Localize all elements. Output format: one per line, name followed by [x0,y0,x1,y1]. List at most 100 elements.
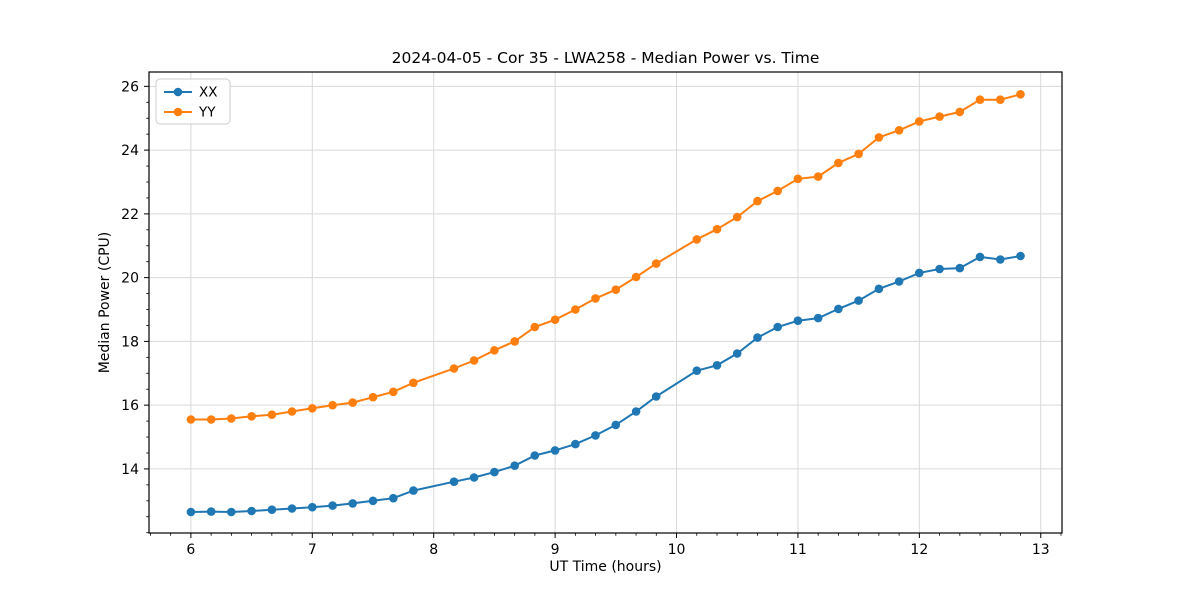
series-XX-point [247,506,256,516]
x-tick-label: 13 [1032,542,1050,558]
series-XX-point [955,263,965,273]
series-XX-point [591,431,600,440]
chart-title: 2024-04-05 - Cor 35 - LWA258 - Median Po… [392,49,820,67]
series-YY-point [854,149,863,159]
series-YY-line [190,93,1021,421]
series-XX-point [287,504,297,513]
series-YY-point [449,364,459,373]
series-XX-point [490,467,499,477]
y-tick-label: 26 [121,79,139,95]
series-XX-point [550,446,560,455]
series-YY-point [773,186,782,196]
y-tick-label: 24 [121,143,139,159]
series-XX-point [915,268,924,278]
series-XX-point [186,507,196,517]
series-YY-point [490,346,499,355]
legend-box [155,78,231,125]
series-YY-point [469,356,479,365]
series-YY-point [712,224,722,234]
series-YY-point [732,212,742,222]
series-XX-point [328,501,337,510]
series-YY-point [530,322,540,332]
series-YY-point [348,398,358,407]
series-XX-point [874,284,884,294]
series-YY-point [591,294,600,303]
series-XX-point [996,255,1005,264]
series-YY-point [631,272,641,282]
x-tick-label: 11 [789,542,807,558]
y-tick-label: 18 [121,334,139,350]
series-XX-point [449,477,459,487]
series-YY-point [409,378,418,388]
legend-label-XX: XX [199,85,218,101]
series-XX-point [854,296,863,305]
series-XX-point [348,499,358,508]
series-YY-point [550,315,560,325]
x-tick-label: 7 [308,542,317,558]
x-tick-label: 8 [429,542,438,558]
plot-spines [148,71,1063,534]
series-YY-point [834,158,843,168]
series-XX-point [935,264,944,274]
series-YY-point [996,95,1005,104]
series-YY-point [287,407,297,416]
series-XX-point [753,333,762,342]
series-YY-point [874,133,884,142]
series-XX-point [267,505,277,514]
y-tick-label: 14 [121,462,139,478]
series-XX-point [692,366,702,376]
x-axis-label: UT Time (hours) [549,559,661,575]
series-XX-point [227,507,236,517]
series-YY-point [267,410,277,420]
series-YY-point [227,414,236,423]
series-XX-point [530,451,540,460]
series-YY-point [813,172,823,181]
series-XX-point [469,473,479,482]
y-tick-label: 16 [121,398,139,414]
y-tick-label: 22 [121,207,139,223]
legend-marker-YY [173,107,183,117]
y-tick-label: 20 [121,271,139,287]
series-YY-point [1016,90,1025,99]
y-axis-label: Median Power (CPU) [97,232,113,374]
series-XX-point [389,493,398,503]
series-YY-point [571,305,580,314]
series-YY-point [206,415,216,424]
plot-area [149,72,1062,533]
series-YY-point [611,285,621,295]
series-YY-point [975,95,985,104]
series-YY-point [510,337,519,346]
series-YY-point [955,107,965,117]
series-XX-point [773,322,782,332]
series-XX-point [793,316,803,326]
series-YY-point [894,126,904,135]
series-XX-point [732,349,742,358]
x-tick-label: 6 [186,542,195,558]
series-XX-line [190,255,1021,514]
series-XX-point [813,313,823,323]
series-YY-point [753,196,762,206]
series-XX-point [368,496,378,506]
series-XX-point [631,407,641,416]
series-YY-point [389,387,398,397]
series-XX-point [206,507,216,516]
legend-label-YY: YY [198,105,216,121]
legend-marker-XX [173,87,183,97]
series-YY-point [308,404,317,413]
series-XX-point [611,420,621,430]
series-YY-point [247,412,256,421]
series-XX-point [308,502,317,512]
series-YY-point [692,235,702,244]
series-YY-point [186,415,196,424]
series-XX-point [1016,251,1025,261]
series-XX-point [510,461,519,471]
series-XX-point [834,304,843,314]
series-YY-point [651,259,661,268]
x-tick-label: 10 [668,542,686,558]
series-XX-point [975,252,985,262]
series-YY-point [793,174,803,184]
series-XX-point [409,486,418,495]
x-tick-label: 9 [551,542,560,558]
